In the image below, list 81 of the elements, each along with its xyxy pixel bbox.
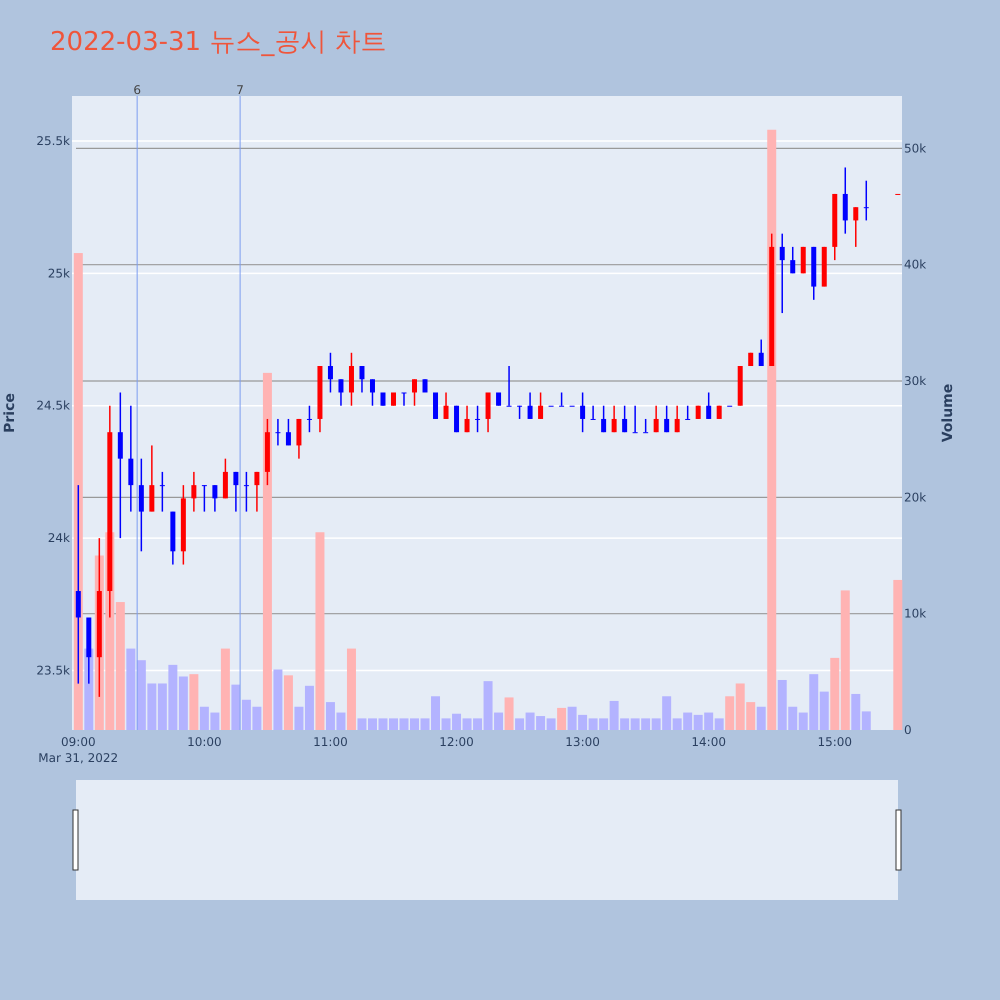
x-tick-label: 09:00 Mar 31, 2022 <box>38 735 118 765</box>
candlestick <box>538 392 544 420</box>
candlestick <box>254 471 260 512</box>
bar <box>262 372 272 730</box>
y2-tick-label: 30k <box>904 374 926 388</box>
candlestick <box>402 392 406 406</box>
candlestick <box>444 392 449 420</box>
ref-line-label: 7 <box>236 83 244 97</box>
y-tick-label: 23.5k <box>36 663 70 678</box>
candlestick <box>286 418 291 446</box>
bar <box>126 648 136 730</box>
candlestick <box>780 232 785 314</box>
candlestick <box>328 352 333 394</box>
y2-tick-label: 40k <box>904 258 926 272</box>
candlestick <box>654 404 659 433</box>
candlestick <box>601 404 606 433</box>
candlestick <box>590 404 596 420</box>
x-tick-label: 15:00 <box>817 735 852 749</box>
y-tick-label: 25k <box>48 266 70 280</box>
candlestick <box>306 404 312 433</box>
x-tick-label: 12:00 <box>439 735 474 749</box>
x-tick-label: 11:00 <box>313 735 348 749</box>
candlestick <box>790 246 796 274</box>
chart-title: 2022-03-31 뉴스_공시 차트 <box>50 27 387 57</box>
candlestick <box>370 378 375 406</box>
bar <box>74 253 83 730</box>
candlestick <box>517 404 522 420</box>
candlestick <box>580 392 586 433</box>
candlestick <box>864 180 869 222</box>
candlestick <box>359 365 364 394</box>
candlestick <box>559 392 564 407</box>
candlestick <box>412 378 418 406</box>
candlestick <box>632 404 638 434</box>
bar <box>273 670 282 730</box>
candlestick <box>275 418 280 446</box>
candlestick <box>202 484 207 512</box>
candlestick <box>664 404 670 433</box>
candlestick <box>191 471 196 512</box>
bar <box>315 532 324 730</box>
candlestick <box>244 471 249 512</box>
bar <box>893 580 902 730</box>
candlestick <box>622 404 628 433</box>
bar <box>189 674 198 730</box>
bar <box>820 692 829 730</box>
x-tick-label: 14:00 <box>691 735 726 749</box>
candlestick <box>685 404 690 420</box>
candlestick <box>853 206 858 248</box>
candlestick <box>160 471 165 512</box>
candlestick <box>338 378 344 406</box>
y2-axis-title: Volume <box>940 384 956 442</box>
candlestick <box>674 404 680 433</box>
y-axis-title: Price <box>2 393 18 433</box>
candlestick <box>233 471 238 512</box>
candlestick <box>716 404 722 420</box>
candlestick <box>422 378 428 394</box>
candlestick <box>464 404 470 433</box>
y2-tick-label: 50k <box>904 141 926 156</box>
candlestick <box>643 418 648 434</box>
candlestick <box>612 404 617 433</box>
bar <box>220 648 230 730</box>
candlestick <box>758 338 764 367</box>
y2-tick-label: 0 <box>904 723 912 737</box>
candlestick <box>212 484 218 512</box>
ref-line-label: 6 <box>133 83 141 97</box>
bar <box>756 706 766 730</box>
bar <box>346 648 356 730</box>
candlestick <box>506 365 512 407</box>
candlestick <box>706 392 712 420</box>
bar <box>557 708 566 730</box>
y-tick-label: 24.5k <box>36 398 70 413</box>
candlestick <box>475 404 480 433</box>
bar <box>504 697 514 730</box>
y-tick-label: 25.5k <box>36 134 70 148</box>
candlestick <box>528 392 533 420</box>
y2-tick-label: 10k <box>904 606 926 621</box>
bar <box>284 675 293 730</box>
x-tick-label: 13:00 <box>565 735 600 749</box>
y2-tick-label: 20k <box>904 490 926 504</box>
x-tick-label: 10:00 <box>187 735 222 749</box>
candlestick <box>696 404 701 420</box>
y-tick-label: 24k <box>48 531 70 546</box>
